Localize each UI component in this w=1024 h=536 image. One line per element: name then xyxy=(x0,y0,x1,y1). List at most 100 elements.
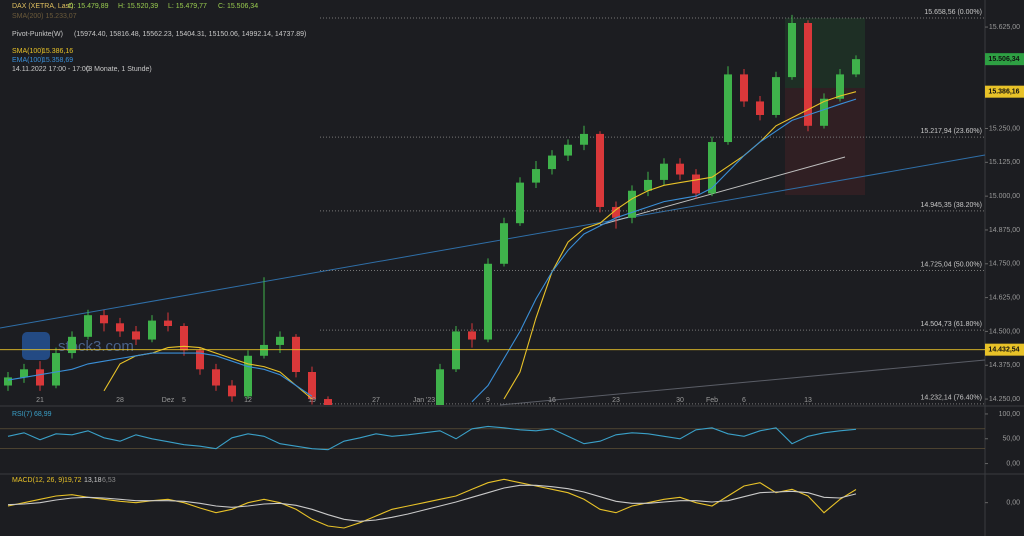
candle-body xyxy=(100,315,108,324)
candle-body xyxy=(644,179,652,191)
candle-body xyxy=(244,355,252,397)
macd-value: 19,72 xyxy=(64,477,82,484)
price-badge xyxy=(985,85,1024,98)
x-tick-label: 19 xyxy=(308,397,316,404)
y-tick-label: 15.125,00 xyxy=(989,159,1020,166)
target-zone xyxy=(785,18,865,88)
candle-body xyxy=(756,101,764,115)
ohlc-low: L: 15.479,77 xyxy=(168,3,207,10)
x-tick-label: 27 xyxy=(372,397,380,404)
signal-value: 13,18 xyxy=(84,477,102,484)
candle-body xyxy=(36,369,44,386)
fib-label: 14.945,35 (38.20%) xyxy=(921,202,983,209)
fib-label: 15.658,56 (0.00%) xyxy=(924,9,982,16)
y-tick-label: 50,00 xyxy=(1002,436,1020,443)
price-badge xyxy=(985,53,1024,66)
pivot-name: Pivot-Punkte(W) xyxy=(12,31,63,38)
y-tick-label: 14.375,00 xyxy=(989,362,1020,369)
candle-body xyxy=(180,326,188,351)
ma-line xyxy=(7,98,857,403)
candle-body xyxy=(52,353,60,386)
candle-body xyxy=(676,163,684,175)
y-tick-label: 14.875,00 xyxy=(989,227,1020,234)
trend-line xyxy=(599,156,846,226)
candle-body xyxy=(260,344,268,356)
candle-body xyxy=(580,133,588,145)
candle-body xyxy=(740,74,748,102)
candle-body xyxy=(820,98,828,126)
candle-body xyxy=(628,190,636,218)
indicator-line xyxy=(7,425,857,451)
candle-body xyxy=(308,371,316,400)
candle-body xyxy=(20,369,28,378)
x-tick-label: 9 xyxy=(486,397,490,404)
y-tick-label: 14.750,00 xyxy=(989,261,1020,268)
x-tick-label: 5 xyxy=(182,397,186,404)
candle-body xyxy=(148,320,156,340)
x-tick-label: 13 xyxy=(804,397,812,404)
candle-body xyxy=(708,142,716,194)
x-tick-label: Feb xyxy=(706,397,718,404)
indicator-line xyxy=(7,484,857,522)
watermark: stock3.com xyxy=(58,338,134,355)
candle-body xyxy=(324,399,332,405)
candle-body xyxy=(484,263,492,340)
fib-label: 14.725,04 (50.00%) xyxy=(921,261,983,268)
indicator-pane xyxy=(0,425,985,451)
watermark-logo xyxy=(22,332,50,360)
price-badge xyxy=(985,343,1024,356)
price-pane xyxy=(4,14,985,405)
candle-body xyxy=(436,369,444,405)
candle-body xyxy=(788,22,796,78)
candle-body xyxy=(4,377,12,386)
y-tick-label: 0,00 xyxy=(1006,500,1020,507)
y-tick-label: 14.250,00 xyxy=(989,396,1020,403)
trend-line xyxy=(0,154,986,329)
candle-body xyxy=(500,223,508,264)
candle-body xyxy=(724,74,732,143)
faint-indicator: SMA(200) 15.233,07 xyxy=(12,13,77,20)
candle-body xyxy=(612,206,620,218)
candle-body xyxy=(596,133,604,207)
candle-body xyxy=(292,336,300,372)
trend-line xyxy=(499,359,986,406)
x-tick-label: 30 xyxy=(676,397,684,404)
candle-body xyxy=(276,336,284,345)
y-tick-label: 14.500,00 xyxy=(989,328,1020,335)
x-tick-label: Jan '23 xyxy=(413,397,435,404)
candle-body xyxy=(532,169,540,183)
y-tick-label: 100,00 xyxy=(999,411,1021,418)
candle-body xyxy=(116,323,124,332)
candle-body xyxy=(228,385,236,397)
legend-ema: EMA(100) xyxy=(12,57,44,64)
x-tick-label: 12 xyxy=(244,397,252,404)
candle-body xyxy=(804,22,812,126)
x-tick-label: Dez xyxy=(162,397,175,404)
y-tick-label: 14.625,00 xyxy=(989,294,1020,301)
period-note: (3 Monate, 1 Stunde) xyxy=(86,66,152,73)
candle-body xyxy=(468,331,476,340)
x-tick-label: 28 xyxy=(116,397,124,404)
pivot-values: (15974.40, 15816.48, 15562.23, 15404.31,… xyxy=(74,31,306,38)
price-badge-label: 14.432,54 xyxy=(988,347,1019,354)
price-badge-label: 15.506,34 xyxy=(988,56,1019,63)
period: 14.11.2022 17:00 - 17:00 xyxy=(12,66,90,73)
y-tick-label: 15.000,00 xyxy=(989,193,1020,200)
candle-body xyxy=(660,163,668,180)
indicator-pane xyxy=(7,478,857,529)
candle-body xyxy=(196,350,204,370)
candle-body xyxy=(164,320,172,327)
candle-body xyxy=(692,174,700,194)
fib-label: 15.217,94 (23.60%) xyxy=(921,128,983,135)
candle-body xyxy=(84,315,92,337)
candle-body xyxy=(516,182,524,224)
y-tick-label: 15.250,00 xyxy=(989,125,1020,132)
rsi-value: 68,99 xyxy=(34,411,52,418)
x-tick-label: 6 xyxy=(742,397,746,404)
x-tick-label: 23 xyxy=(612,397,620,404)
histogram-value: 6,53 xyxy=(102,477,116,484)
x-tick-label: 16 xyxy=(548,397,556,404)
candle-body xyxy=(132,331,140,340)
candle-body xyxy=(452,331,460,370)
y-tick-label: 15.625,00 xyxy=(989,24,1020,31)
